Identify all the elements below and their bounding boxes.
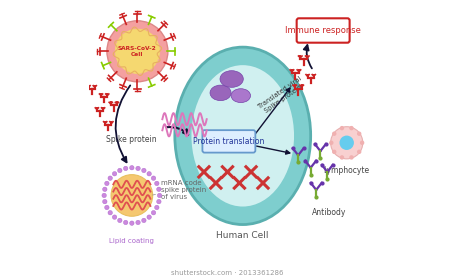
Ellipse shape [220, 71, 243, 87]
Circle shape [250, 171, 252, 173]
Circle shape [108, 176, 112, 180]
Text: Lymphocyte: Lymphocyte [324, 166, 370, 175]
Circle shape [157, 199, 161, 204]
Circle shape [155, 205, 159, 210]
Circle shape [226, 171, 229, 173]
Circle shape [102, 193, 106, 198]
Circle shape [152, 211, 156, 215]
Circle shape [238, 182, 241, 184]
Circle shape [142, 168, 146, 173]
Text: Lipid coating: Lipid coating [109, 238, 154, 244]
Circle shape [339, 136, 354, 150]
Circle shape [105, 205, 109, 210]
Ellipse shape [175, 47, 311, 225]
Circle shape [357, 150, 361, 154]
Text: Protein translation: Protein translation [193, 137, 264, 146]
Circle shape [332, 132, 336, 136]
Circle shape [112, 215, 117, 219]
Circle shape [117, 168, 122, 173]
Circle shape [112, 172, 117, 176]
Circle shape [357, 132, 361, 136]
Circle shape [331, 127, 363, 159]
Circle shape [262, 182, 264, 184]
Circle shape [340, 126, 344, 130]
Circle shape [349, 155, 354, 160]
Circle shape [115, 29, 160, 73]
Circle shape [142, 218, 146, 223]
Text: Human Cell: Human Cell [217, 232, 269, 241]
Circle shape [123, 220, 128, 225]
Circle shape [157, 187, 161, 192]
FancyBboxPatch shape [297, 18, 349, 43]
Circle shape [108, 211, 112, 215]
Circle shape [130, 165, 134, 170]
Text: Translated viral
Spike protein: Translated viral Spike protein [257, 76, 306, 116]
FancyBboxPatch shape [202, 130, 255, 153]
Circle shape [117, 218, 122, 223]
Circle shape [136, 220, 140, 225]
Text: Antibody: Antibody [312, 208, 346, 217]
Circle shape [123, 166, 128, 171]
Circle shape [111, 175, 152, 216]
Ellipse shape [210, 85, 231, 101]
Ellipse shape [231, 89, 251, 102]
Circle shape [349, 126, 354, 130]
Circle shape [360, 141, 364, 145]
Circle shape [329, 141, 334, 145]
Circle shape [155, 181, 159, 186]
Circle shape [105, 181, 109, 186]
Circle shape [340, 155, 344, 160]
Text: SARS-CoV-2
Cell: SARS-CoV-2 Cell [118, 46, 157, 57]
Circle shape [103, 187, 107, 192]
Text: Spike protein: Spike protein [106, 136, 156, 144]
Text: shutterstock.com · 2013361286: shutterstock.com · 2013361286 [171, 270, 284, 276]
Circle shape [136, 166, 140, 171]
Circle shape [332, 150, 336, 154]
Circle shape [130, 221, 134, 225]
Circle shape [215, 182, 217, 184]
Circle shape [147, 215, 152, 219]
Circle shape [152, 176, 156, 180]
Circle shape [103, 199, 107, 204]
Text: mRNA code
spike protein
of virus: mRNA code spike protein of virus [152, 180, 206, 200]
Circle shape [203, 171, 205, 173]
Ellipse shape [192, 65, 294, 207]
Text: Immune response: Immune response [285, 26, 361, 35]
Circle shape [107, 21, 168, 82]
Circle shape [157, 193, 162, 198]
Circle shape [147, 172, 152, 176]
